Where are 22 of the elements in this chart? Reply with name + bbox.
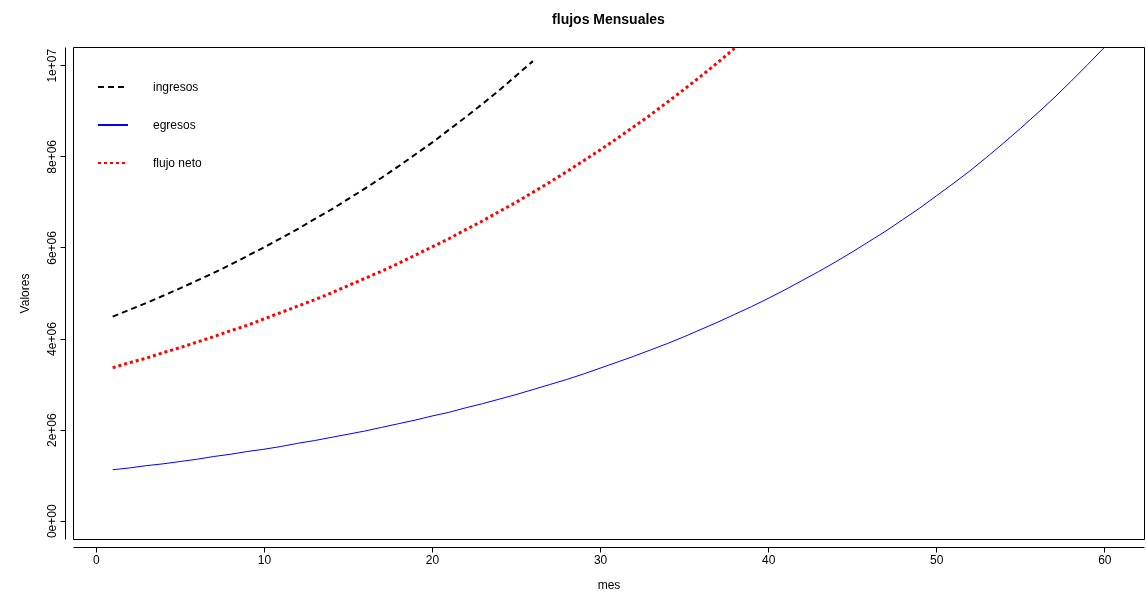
y-tick-label: 0e+00 [44, 504, 59, 539]
y-tick-label: 1e+07 [44, 48, 59, 83]
line-series [112, 47, 1105, 471]
x-tick-label: 20 [425, 552, 440, 567]
x-tick-label: 60 [1098, 552, 1112, 567]
x-tick-label: 30 [593, 552, 608, 567]
chart-title: flujos Mensuales [552, 11, 666, 27]
x-tick-label: 0 [93, 552, 101, 567]
line-series [111, 47, 737, 370]
y-tick-label: 8e+06 [44, 139, 59, 174]
x-tick-label: 50 [930, 552, 944, 567]
y-axis-title: Valores [17, 273, 32, 314]
y-tick-label: 2e+06 [44, 412, 59, 448]
x-axis-title: mes [597, 577, 621, 592]
line-series [111, 60, 534, 318]
y-tick-label: 6e+06 [44, 230, 59, 265]
legend-label: flujo neto [153, 156, 203, 170]
y-tick-label: 4e+06 [44, 321, 59, 356]
x-tick-label: 10 [257, 552, 272, 567]
x-tick-label: 40 [762, 552, 776, 567]
legend-label: egresos [153, 118, 196, 132]
legend-label: ingresos [153, 80, 199, 94]
